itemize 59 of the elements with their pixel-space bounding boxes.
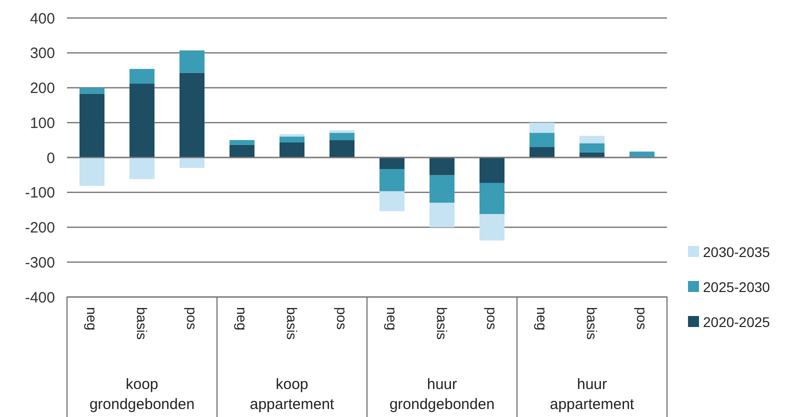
bar bbox=[380, 158, 404, 170]
x-tick-label: neg bbox=[384, 307, 400, 330]
x-tick-label: neg bbox=[234, 307, 250, 330]
legend-label: 2025-2030 bbox=[703, 278, 770, 295]
x-tick-label: pos bbox=[334, 307, 350, 330]
y-tick-label: 300 bbox=[30, 45, 55, 62]
bar bbox=[580, 136, 604, 144]
bar bbox=[530, 122, 554, 133]
y-tick-label: -400 bbox=[24, 289, 55, 306]
text: huur appartement bbox=[550, 376, 635, 413]
bar bbox=[180, 50, 204, 73]
x-tick-label: pos bbox=[184, 307, 200, 330]
text: koop appartement bbox=[250, 376, 335, 413]
bar bbox=[80, 88, 104, 94]
bar bbox=[430, 175, 454, 203]
bar bbox=[480, 182, 504, 214]
x-tick-label: basis bbox=[584, 307, 600, 340]
bar bbox=[330, 132, 354, 140]
x-tick-label: neg bbox=[534, 307, 550, 330]
y-tick-label: -100 bbox=[24, 184, 55, 202]
legend-label: 2020-2025 bbox=[703, 314, 770, 330]
bar bbox=[380, 169, 404, 192]
bar bbox=[230, 140, 254, 145]
x-tick-label: basis bbox=[284, 307, 300, 340]
y-tick-label: -300 bbox=[24, 254, 55, 272]
bar bbox=[430, 202, 454, 228]
bar bbox=[630, 152, 654, 158]
y-tick-label: 100 bbox=[30, 114, 55, 132]
bar bbox=[280, 134, 304, 137]
bar bbox=[280, 136, 304, 143]
bar bbox=[80, 94, 104, 158]
bar bbox=[230, 144, 254, 158]
text: koop grondgebonden bbox=[89, 376, 195, 413]
bar bbox=[80, 158, 104, 186]
y-tick-label: -200 bbox=[24, 220, 55, 236]
text: huur grondgebonden bbox=[389, 376, 495, 413]
legend-label: 2030-2035 bbox=[703, 244, 770, 260]
y-tick-label: 0 bbox=[46, 150, 55, 167]
bar bbox=[480, 158, 504, 183]
bar bbox=[380, 191, 404, 212]
bar bbox=[480, 214, 504, 240]
x-tick-label: basis bbox=[434, 307, 450, 340]
bar bbox=[530, 147, 554, 158]
bar bbox=[330, 140, 354, 158]
y-tick-label: 200 bbox=[30, 80, 55, 97]
bar bbox=[280, 142, 304, 158]
bar bbox=[530, 132, 554, 148]
x-tick-label: basis bbox=[134, 307, 150, 340]
bar bbox=[180, 72, 204, 158]
bar bbox=[180, 158, 204, 168]
x-tick-label: pos bbox=[484, 307, 500, 330]
bar bbox=[130, 84, 154, 158]
x-tick-label: neg bbox=[84, 307, 100, 330]
bar bbox=[130, 158, 154, 180]
bar bbox=[430, 158, 454, 176]
bar bbox=[580, 143, 604, 152]
bar bbox=[130, 68, 154, 84]
y-tick-label: 400 bbox=[30, 10, 55, 28]
x-tick-label: pos bbox=[634, 307, 650, 330]
